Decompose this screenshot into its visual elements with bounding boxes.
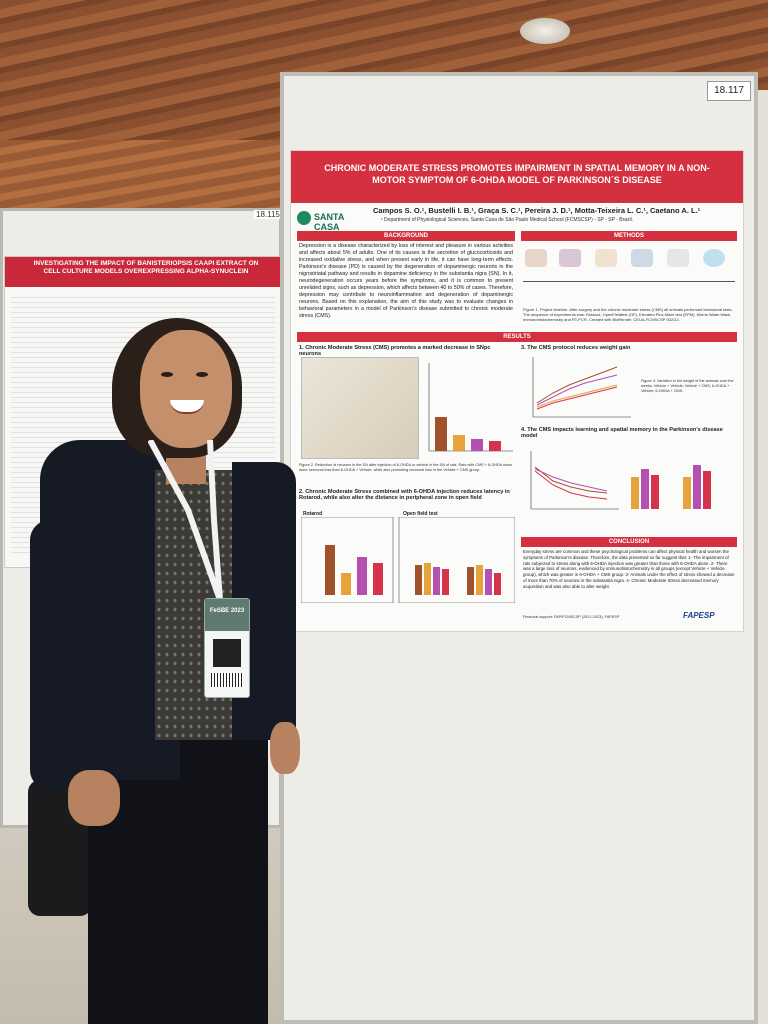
bar <box>476 565 483 595</box>
badge-event: FeSBE 2023 <box>209 608 245 614</box>
left-poster-title: INVESTIGATING THE IMPACT OF BANISTERIOPS… <box>33 260 259 275</box>
methods-caption: Figure 1. Project timeline. After surger… <box>523 307 733 322</box>
conclusion-heading: CONCLUSION <box>521 537 737 547</box>
series-line <box>536 384 618 408</box>
scientific-poster: CHRONIC MODERATE STRESS PROMOTES IMPAIRM… <box>290 150 744 632</box>
conference-badge: FeSBE 2023 <box>204 598 250 698</box>
bar <box>467 567 474 595</box>
histology-image <box>301 357 419 459</box>
series-line <box>534 470 608 500</box>
methods-heading: METHODS <box>521 231 737 241</box>
rotarod-icon <box>631 249 653 267</box>
bar <box>415 565 422 595</box>
open-field-panel <box>398 517 515 603</box>
bar <box>693 465 701 509</box>
smile <box>170 400 204 414</box>
weight-chart <box>532 357 631 418</box>
series-line <box>536 374 618 406</box>
poster-authors: Campos S. O.¹, Bustelli I. B.¹, Graça S.… <box>373 206 701 215</box>
bar <box>471 439 483 451</box>
poster-title: CHRONIC MODERATE STRESS PROMOTES IMPAIRM… <box>324 163 710 185</box>
figure-3-caption: Figure 4. Variation in the weight of the… <box>641 379 734 393</box>
rotarod-panel <box>301 517 394 603</box>
stress-icon <box>595 249 617 267</box>
lanyard-strap <box>207 440 223 601</box>
figure-1-title: 1. Chronic Moderate Stress (CMS) promote… <box>299 345 491 357</box>
institution-logo: SANTA CASA <box>297 209 367 232</box>
bar <box>341 573 351 595</box>
wooden-beam <box>0 140 290 210</box>
results-heading: RESULTS <box>297 332 737 342</box>
fapesp-logo: FAPESP <box>683 611 715 620</box>
badge-header: FeSBE 2023 <box>205 599 249 631</box>
left-board-number: 18.115 <box>254 210 282 219</box>
cross-icon <box>297 211 311 225</box>
bar <box>683 477 691 509</box>
bar <box>435 417 447 451</box>
open-field-label: Open field test <box>403 511 438 517</box>
poster-affiliation: ¹ Department of Physiological Sciences, … <box>381 217 634 223</box>
qr-code-icon <box>213 639 241 667</box>
bar <box>433 567 440 595</box>
timeline-axis <box>523 281 735 282</box>
rotarod-label: Rotarod <box>303 511 323 517</box>
ceiling-light <box>520 18 570 44</box>
water-maze-icon <box>703 249 725 267</box>
bar <box>703 471 711 509</box>
rat-icon <box>525 249 547 267</box>
face <box>140 330 232 448</box>
bar <box>489 441 501 451</box>
left-eye <box>161 372 173 377</box>
bar <box>325 545 335 595</box>
board-number: 18.117 <box>707 81 751 101</box>
left-hand <box>68 770 120 826</box>
methods-timeline <box>523 245 735 303</box>
bar <box>424 563 431 595</box>
background-heading: BACKGROUND <box>297 231 515 241</box>
logo-text: SANTA CASA <box>314 212 344 232</box>
lanyard <box>148 440 223 602</box>
figure-2-title: 2. Chronic Moderate Stress combined with… <box>299 489 510 501</box>
series-line <box>534 468 608 492</box>
title-banner: CHRONIC MODERATE STRESS PROMOTES IMPAIRM… <box>291 151 743 203</box>
conclusion-text: Everyday stress are common and these psy… <box>523 549 735 589</box>
left-poster-banner <box>5 257 281 287</box>
bar <box>357 557 367 595</box>
funding-note: Financial support: FAP/FCMSCSP (2021-202… <box>523 615 620 619</box>
surgery-icon <box>559 249 581 267</box>
bar <box>442 569 449 595</box>
bar <box>485 569 492 595</box>
right-hand <box>270 722 300 774</box>
behavior-charts <box>301 517 515 603</box>
lanyard-strap <box>148 440 223 602</box>
series-line <box>536 386 618 410</box>
neuron-count-chart <box>428 363 513 452</box>
figure-3-title: 3. The CMS protocol reduces weight gain <box>521 345 631 351</box>
water-maze-charts <box>530 451 711 510</box>
series-line <box>536 366 618 404</box>
background-text: Depression is a disease characterized by… <box>299 243 513 319</box>
bar <box>494 573 501 595</box>
barcode-icon <box>211 673 243 687</box>
series-line <box>534 466 608 494</box>
bar <box>631 477 639 509</box>
open-field-icon <box>667 249 689 267</box>
bar <box>373 563 383 595</box>
right-eye <box>196 372 208 377</box>
bar <box>651 475 659 509</box>
bar <box>641 469 649 509</box>
bar <box>453 435 465 451</box>
figure-4-title: 4. The CMS impacts learning and spatial … <box>521 427 723 439</box>
figure-1-caption: Figure 2. Reduction of neurons in the SN… <box>299 463 513 472</box>
